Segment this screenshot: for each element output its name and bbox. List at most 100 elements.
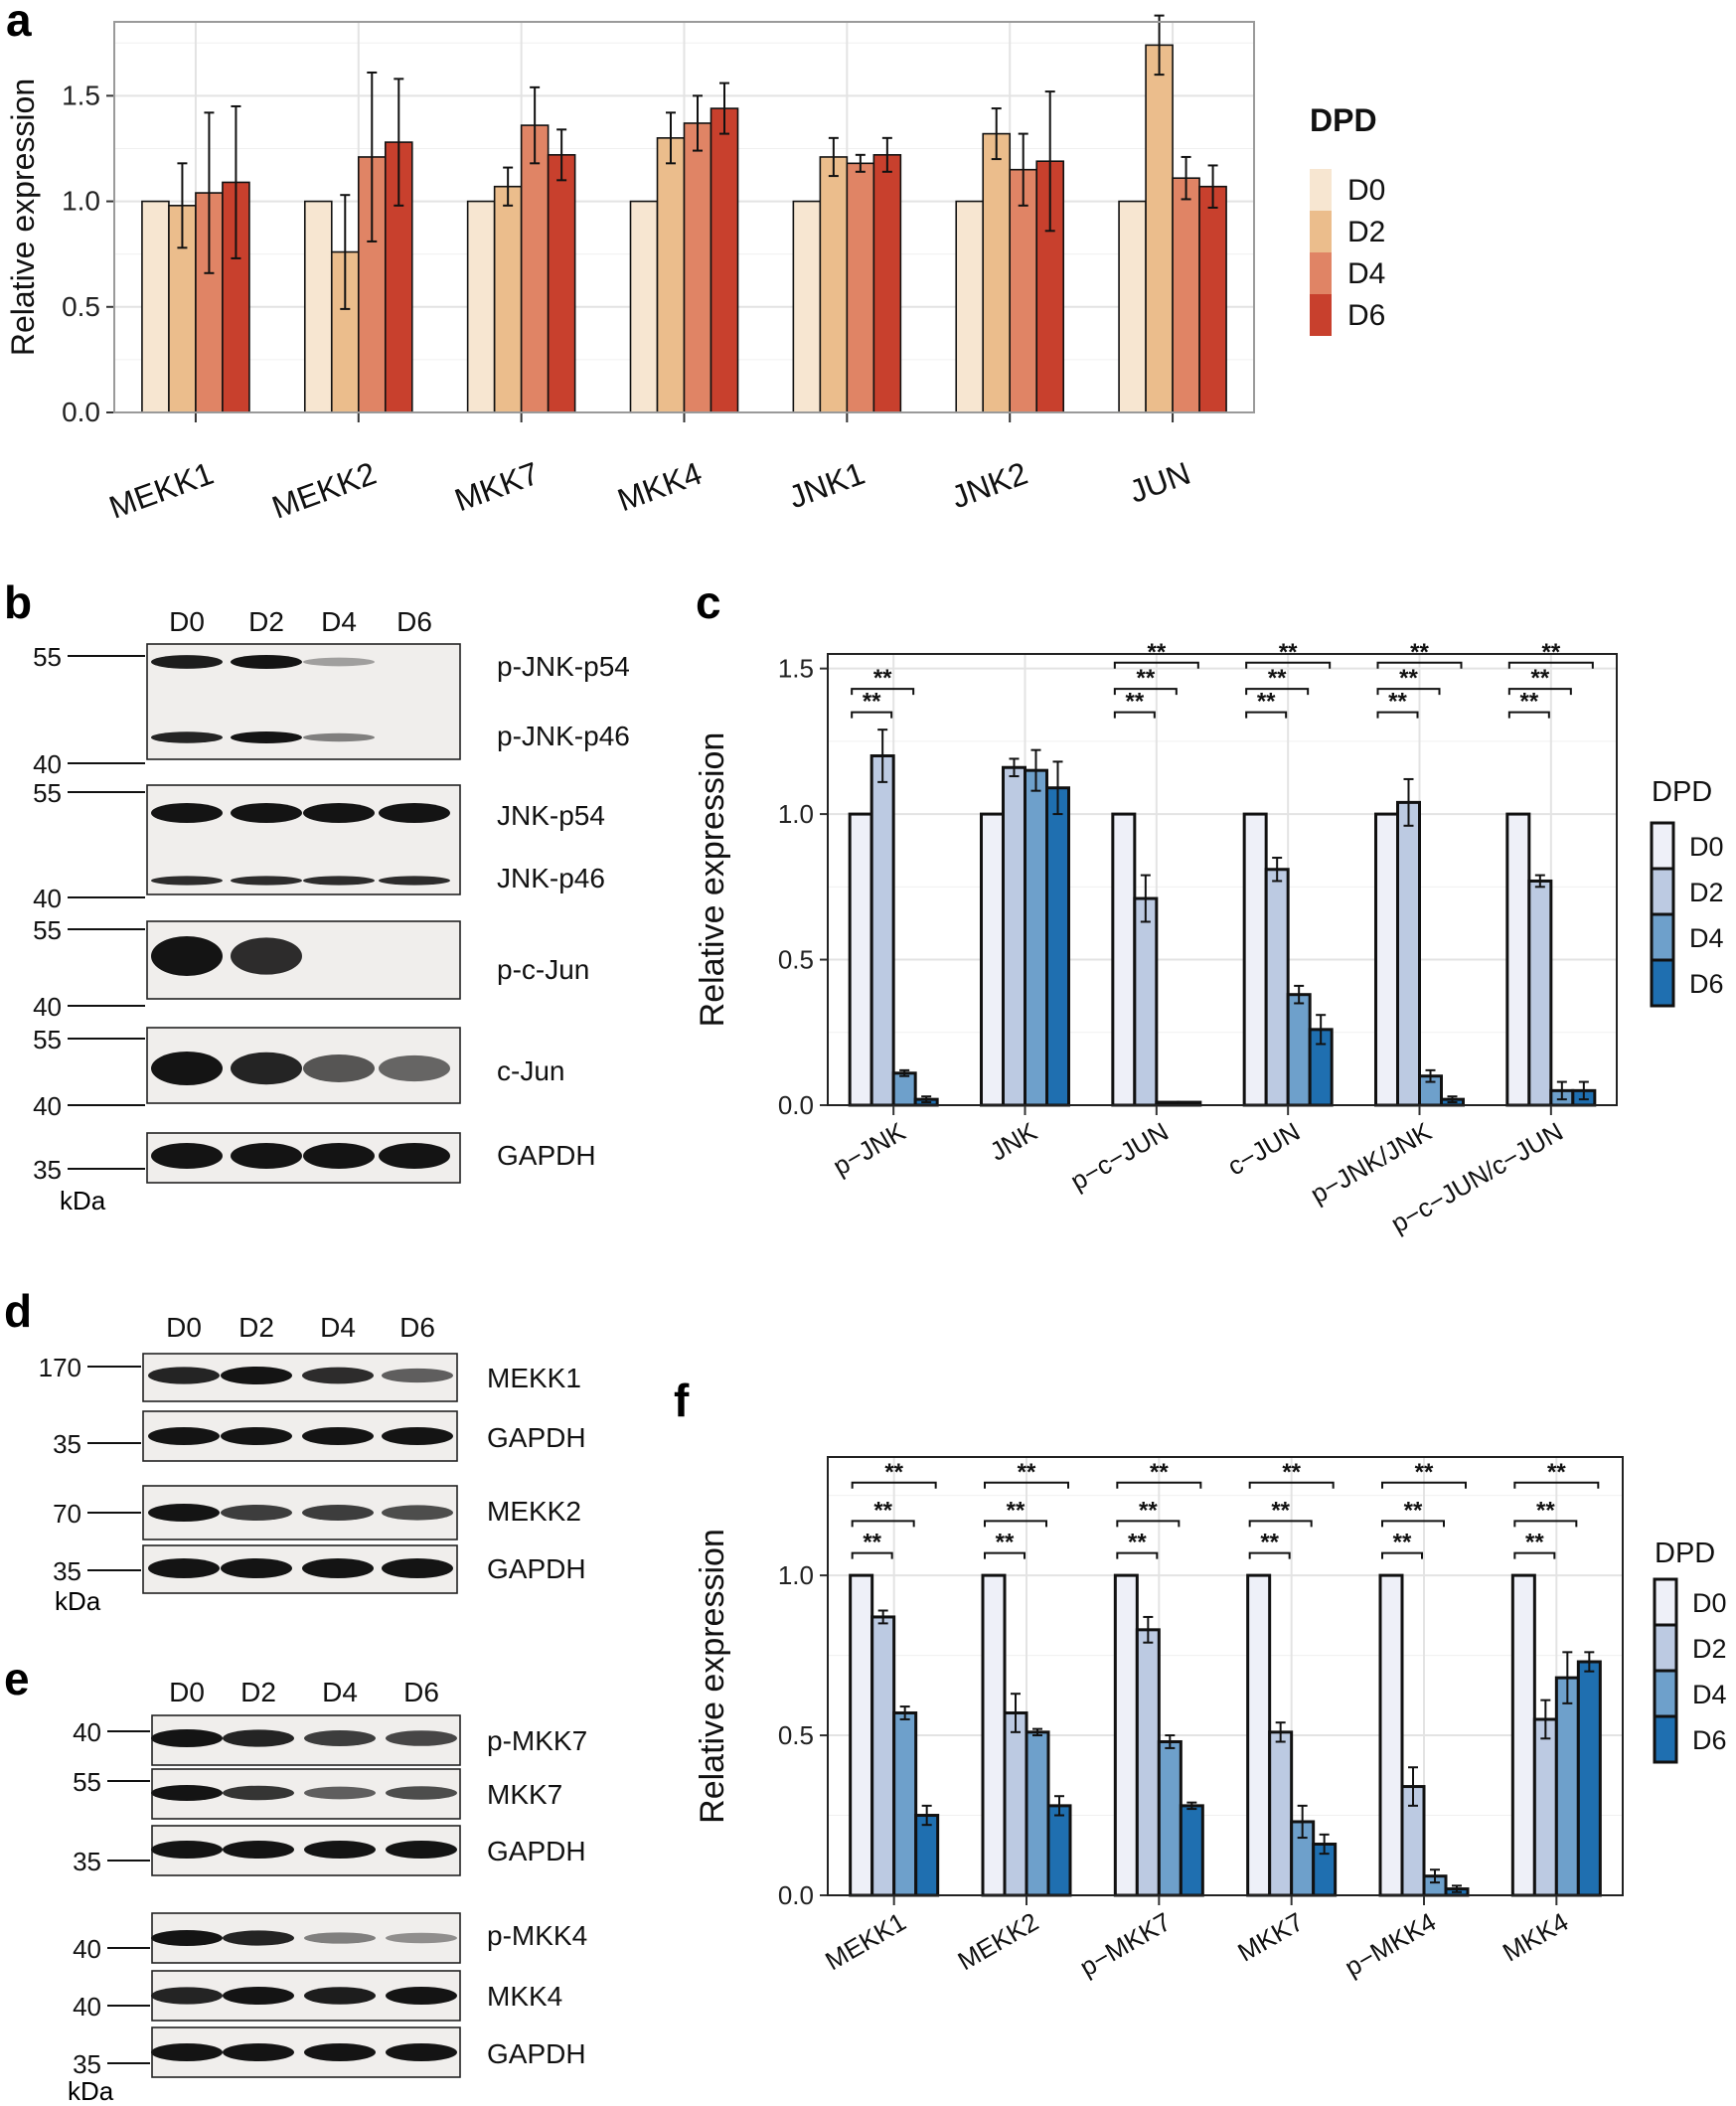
protein-band	[379, 876, 450, 886]
bar-D4	[1172, 177, 1200, 413]
significance-bracket	[1513, 1520, 1578, 1528]
legend-swatch-D4	[1653, 1669, 1678, 1718]
legend-swatch-D2	[1653, 1623, 1678, 1673]
bar-D0	[466, 200, 496, 413]
mw-marker-label: 40	[33, 884, 62, 913]
legend-label-D2: D2	[1347, 216, 1385, 248]
lane-label-D2: D2	[240, 1677, 276, 1707]
bar-D0	[1113, 1573, 1139, 1897]
significance-label: **	[873, 665, 892, 692]
significance-bracket	[1248, 1520, 1313, 1528]
bar-D4	[1554, 1676, 1580, 1897]
protein-band	[302, 1505, 374, 1521]
panel-label-a: a	[6, 0, 32, 46]
bar-D4	[683, 122, 712, 413]
significance-label: **	[1525, 1530, 1544, 1556]
plot-border	[827, 1456, 1624, 1896]
lane-label-D0: D0	[169, 1677, 205, 1707]
bar-D0	[1378, 1573, 1404, 1897]
bar-D6	[914, 1814, 940, 1897]
protein-label: c-Jun	[497, 1055, 564, 1086]
protein-label: GAPDH	[487, 2038, 586, 2069]
lane-label-D6: D6	[403, 1677, 439, 1707]
legend-swatch-D2	[1650, 867, 1675, 916]
protein-label: p-JNK-p46	[497, 721, 630, 751]
significance-label: **	[1271, 1497, 1290, 1524]
protein-band	[148, 1427, 220, 1445]
x-tick-label: MEKK1	[104, 455, 218, 526]
protein-band	[231, 731, 302, 743]
y-axis-title: Relative expression	[5, 79, 41, 356]
bar-D4	[892, 1711, 918, 1897]
lane-label-D4: D4	[320, 1312, 356, 1343]
mw-marker-label: 55	[33, 1025, 62, 1054]
western-blot-panel-e: D0 D2 D4 D6 p-MKK7 40 MKK7 55 GAPDH 35 p-MKK4 40 MKK…	[73, 1677, 587, 2079]
protein-band	[148, 1367, 220, 1384]
legend-label-D2: D2	[1689, 878, 1724, 907]
protein-band	[148, 1558, 220, 1578]
mw-marker-label: 40	[73, 1934, 101, 1964]
mw-marker-label: 40	[73, 1992, 101, 2022]
y-tick-label: 1.5	[62, 80, 100, 110]
plot-border	[113, 21, 1255, 413]
bar-D2	[1135, 1628, 1161, 1897]
legend-label-D6: D6	[1347, 299, 1385, 332]
lane-label-D0: D0	[166, 1312, 202, 1343]
x-tick-label: MKK4	[1498, 1906, 1573, 1967]
legend-swatch-D0	[1650, 821, 1675, 871]
protein-label: MKK7	[487, 1779, 562, 1810]
y-tick-label: 1.0	[778, 1560, 814, 1590]
protein-band	[151, 1785, 223, 1801]
protein-label: GAPDH	[487, 1553, 586, 1584]
bar-D0	[1118, 200, 1147, 413]
plot-background	[828, 1457, 1623, 1895]
x-tick-label: JNK2	[947, 455, 1032, 516]
significance-bracket	[1507, 688, 1572, 696]
protein-band	[302, 1558, 374, 1578]
protein-band	[231, 655, 302, 669]
plot-border	[827, 653, 1618, 1106]
protein-band	[303, 1143, 375, 1169]
significance-bracket	[1116, 1520, 1181, 1528]
y-axis-title: Relative expression	[694, 1529, 731, 1824]
y-tick-label: 0.5	[778, 1720, 814, 1750]
protein-label: p-JNK-p54	[497, 651, 630, 682]
protein-band	[221, 1505, 292, 1521]
panel-label-b: b	[4, 576, 32, 628]
bar-D2	[869, 754, 895, 1107]
bar-D2	[1145, 44, 1174, 413]
significance-label: **	[1530, 665, 1549, 692]
y-tick-label: 1.0	[62, 186, 100, 217]
protein-band	[223, 1841, 294, 1859]
bar-D0	[1111, 812, 1137, 1107]
significance-bracket	[1376, 688, 1441, 696]
lane-label-D0: D0	[169, 606, 205, 637]
significance-label: **	[1139, 1497, 1158, 1524]
legend-swatch-D4	[1310, 252, 1332, 294]
significance-label: **	[1536, 1497, 1555, 1524]
x-tick-label: MEKK2	[267, 455, 381, 526]
significance-bracket	[1113, 661, 1199, 669]
significance-label: **	[1125, 689, 1144, 716]
bar-D2	[1268, 1730, 1294, 1897]
bar-D2	[870, 1615, 896, 1897]
bar-D6	[1179, 1804, 1204, 1897]
x-tick-label: MKK4	[613, 455, 707, 519]
y-tick-label: 0.5	[778, 945, 814, 975]
protein-band	[386, 1786, 457, 1800]
significance-bracket	[1113, 711, 1156, 719]
protein-band	[151, 655, 223, 669]
legend-swatch-D0	[1310, 169, 1332, 211]
mw-marker-label: 35	[53, 1429, 81, 1459]
protein-label: MEKK1	[487, 1363, 581, 1393]
bar-D0	[792, 200, 822, 413]
significance-label: **	[996, 1530, 1015, 1556]
bar-D0	[141, 200, 170, 413]
protein-band	[151, 1841, 223, 1859]
protein-band	[151, 1729, 223, 1747]
lane-label-D2: D2	[248, 606, 284, 637]
legend-swatch-D6	[1310, 294, 1332, 336]
significance-bracket	[851, 1481, 937, 1489]
protein-band	[386, 1841, 457, 1859]
protein-band	[386, 2043, 457, 2061]
